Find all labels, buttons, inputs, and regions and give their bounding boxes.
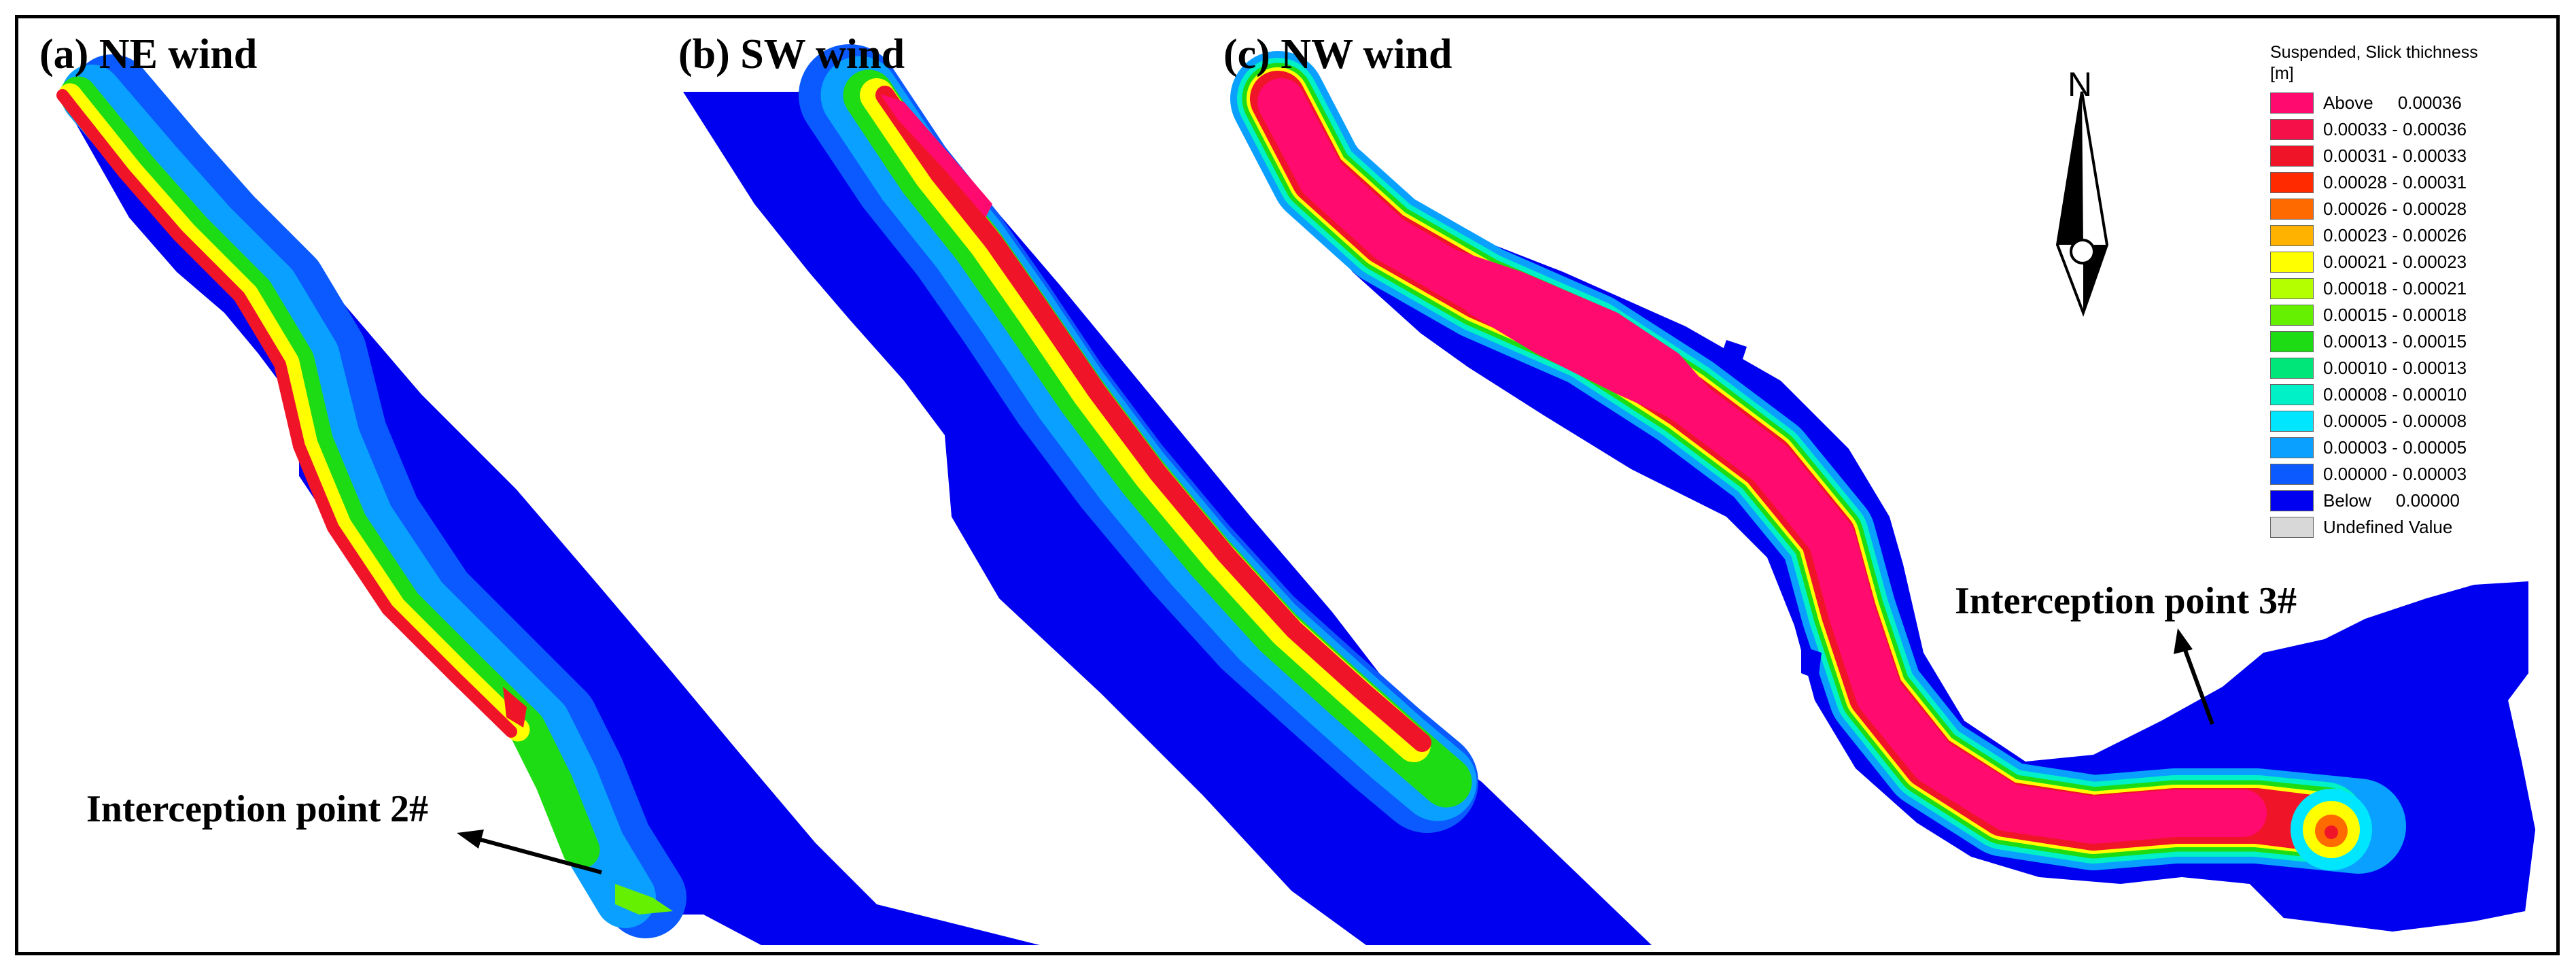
legend-item-label: 0.00003 - 0.00005	[2323, 437, 2467, 458]
legend-item: 0.00005 - 0.00008	[2270, 408, 2556, 434]
panel-b-map	[683, 44, 1652, 945]
legend-swatch	[2270, 358, 2314, 379]
legend-swatch	[2270, 119, 2314, 140]
legend-swatch	[2270, 490, 2314, 511]
panel-c-basin	[2223, 581, 2535, 932]
legend-item-label: 0.00018 - 0.00021	[2323, 278, 2467, 298]
legend-item: 0.00026 - 0.00028	[2270, 196, 2556, 222]
panel-a-slick-red	[56, 89, 517, 738]
panel-c-hotspot-core	[2325, 825, 2338, 839]
legend-item: 0.00021 - 0.00023	[2270, 249, 2556, 275]
legend-item: Below 0.00000	[2270, 488, 2556, 514]
legend-item: 0.00008 - 0.00010	[2270, 381, 2556, 408]
legend-item-label: 0.00028 - 0.00031	[2323, 172, 2467, 192]
legend-swatch	[2270, 331, 2314, 352]
interception-point-3-label: Interception point 3#	[1955, 580, 2297, 622]
legend-item-label: 0.00021 - 0.00023	[2323, 252, 2467, 272]
legend-swatch	[2270, 225, 2314, 246]
panel-a-slick-hotspot	[503, 687, 527, 728]
legend-swatch	[2270, 305, 2314, 326]
panel-a-map	[56, 54, 1040, 945]
panel-c-pocket	[1720, 340, 1747, 367]
legend-swatch	[2270, 437, 2314, 458]
legend-item-label: 0.00026 - 0.00028	[2323, 199, 2467, 219]
legend-item-label: Above 0.00036	[2323, 92, 2462, 113]
legend-item-label: 0.00023 - 0.00026	[2323, 225, 2467, 245]
legend-swatch	[2270, 172, 2314, 193]
legend-item: 0.00033 - 0.00036	[2270, 116, 2556, 143]
legend-item-label: 0.00033 - 0.00036	[2323, 119, 2467, 139]
legend-item: 0.00003 - 0.00005	[2270, 434, 2556, 461]
north-arrow-icon	[2055, 91, 2109, 317]
panel-a-slick-tail	[615, 884, 673, 915]
legend-swatch	[2270, 278, 2314, 299]
legend-item: 0.00028 - 0.00031	[2270, 169, 2556, 196]
north-label: N	[2068, 65, 2093, 103]
legend-swatch	[2270, 199, 2314, 220]
legend-item-label: 0.00000 - 0.00003	[2323, 464, 2467, 484]
legend-item: 0.00018 - 0.00021	[2270, 275, 2556, 302]
panel-c-slick-core	[1257, 78, 2267, 844]
panel-c-map	[1230, 51, 2535, 932]
legend-item-label: 0.00010 - 0.00013	[2323, 358, 2467, 378]
legend-item-label: 0.00013 - 0.00015	[2323, 331, 2467, 352]
legend-swatch	[2270, 92, 2314, 114]
panel-a-label: (a) NE wind	[39, 31, 258, 78]
panel-b-label: (b) SW wind	[678, 31, 905, 78]
legend-swatch	[2270, 384, 2314, 405]
legend-swatch	[2270, 411, 2314, 432]
legend-item: Undefined Value	[2270, 514, 2556, 541]
legend-title: Suspended, Slick thichness	[2270, 43, 2478, 62]
panel-b-slick-red	[875, 86, 1431, 752]
legend-swatch	[2270, 517, 2314, 538]
legend-item-label: 0.00005 - 0.00008	[2323, 411, 2467, 431]
legend-item-label: Undefined Value	[2323, 517, 2453, 537]
legend-item: 0.00010 - 0.00013	[2270, 355, 2556, 381]
legend-item-label: 0.00008 - 0.00010	[2323, 384, 2467, 405]
legend-swatch	[2270, 146, 2314, 167]
callout-arrow-3	[2174, 628, 2214, 726]
legend-item-label: 0.00031 - 0.00033	[2323, 146, 2467, 166]
legend: Suspended, Slick thichness [m] Above 0.0…	[2270, 42, 2556, 541]
interception-point-2-label: Interception point 2#	[86, 788, 428, 830]
legend-swatch	[2270, 252, 2314, 273]
panel-a-slick-yellow	[58, 83, 530, 742]
legend-unit: [m]	[2270, 64, 2294, 83]
legend-swatch	[2270, 464, 2314, 485]
legend-item: Above 0.00036	[2270, 90, 2556, 116]
panel-c-label: (c) NW wind	[1223, 31, 1452, 78]
callout-arrow-2	[457, 830, 602, 874]
legend-item: 0.00031 - 0.00033	[2270, 143, 2556, 169]
legend-item-label: 0.00015 - 0.00018	[2323, 305, 2467, 325]
legend-item-label: Below 0.00000	[2323, 490, 2460, 511]
legend-items: Above 0.00036 0.00033 - 0.00036 0.00031 - …	[2270, 90, 2556, 541]
panel-b-slick-pink	[880, 94, 992, 218]
figure-frame	[15, 15, 2560, 955]
legend-item: 0.00023 - 0.00026	[2270, 222, 2556, 249]
legend-item: 0.00013 - 0.00015	[2270, 328, 2556, 355]
panel-c-slick-bulge	[1434, 245, 1726, 422]
legend-item: 0.00000 - 0.00003	[2270, 461, 2556, 488]
legend-item: 0.00015 - 0.00018	[2270, 302, 2556, 328]
panel-c-pocket	[1801, 646, 1822, 680]
